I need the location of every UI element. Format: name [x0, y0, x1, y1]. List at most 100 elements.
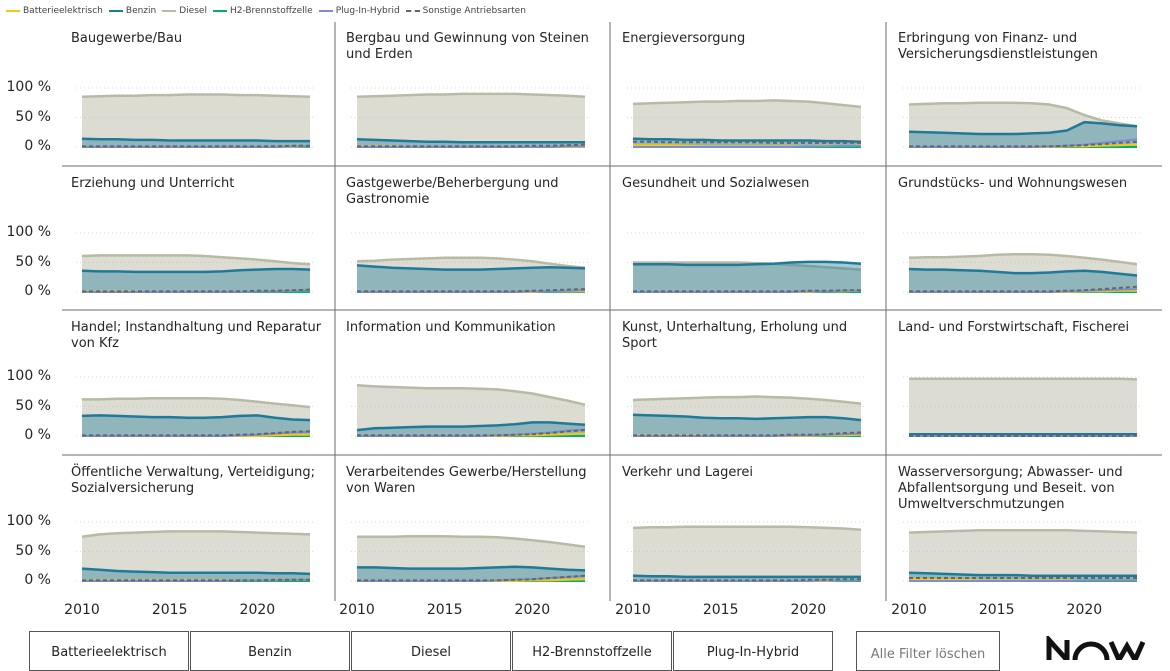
x-tick-label: 2010 — [615, 602, 651, 618]
y-tick-label: 100 % — [6, 79, 51, 95]
series-line-benzin — [81, 267, 311, 274]
panel-chart — [76, 232, 314, 293]
panel-chart — [76, 87, 314, 148]
series-line-benzin — [632, 574, 861, 579]
y-tick-label: 0 % — [24, 283, 51, 299]
panel-title: Handel; Instandhaltung und Reparatur von… — [71, 320, 322, 351]
legend-item[interactable]: Plug-In-Hybrid — [318, 6, 400, 16]
series-line-plug-in-hybrid — [633, 144, 861, 148]
legend-swatch — [108, 10, 123, 12]
series-area-diesel — [633, 100, 861, 147]
series-area-diesel — [909, 530, 1137, 581]
series-line-sonstige-antriebsarten — [82, 144, 310, 148]
legend-swatch — [212, 10, 227, 12]
legend-label: Plug-In-Hybrid — [335, 6, 400, 16]
series-line-benzin — [81, 414, 311, 422]
series-line-sonstige-antriebsarten — [633, 289, 861, 293]
series-area-diesel — [82, 94, 310, 147]
panel-chart — [351, 232, 589, 293]
legend-swatch — [318, 10, 333, 12]
legend-item[interactable]: Sonstige Antriebsarten — [405, 6, 526, 16]
legend-item[interactable]: Benzin — [108, 6, 157, 16]
filter-button[interactable]: H2-Brennstoffzelle — [512, 631, 672, 671]
panel-title: Erziehung und Unterricht — [71, 176, 235, 191]
series-area-diesel — [633, 262, 861, 292]
filter-button[interactable]: Benzin — [190, 631, 350, 671]
panel-title: Land- und Forstwirtschaft, Fischerei — [898, 320, 1130, 335]
series-area-benzin — [82, 415, 310, 436]
legend-swatch — [405, 10, 420, 12]
x-tick-label: 2010 — [339, 602, 375, 618]
series-line-diesel — [908, 252, 1138, 266]
panel-chart — [351, 87, 589, 148]
series-line-sonstige-antriebsarten — [909, 140, 1138, 148]
x-tick-label: 2020 — [514, 602, 551, 618]
series-line-diesel — [632, 395, 862, 405]
panel-title: Verkehr und Lagerei — [622, 465, 753, 480]
series-line-benzin — [357, 565, 586, 572]
panel-title: Verarbeitendes Gewerbe/Herstellung von W… — [346, 465, 587, 496]
series-line-diesel — [633, 261, 862, 271]
series-line-benzin — [81, 567, 311, 576]
series-line-diesel — [356, 92, 586, 99]
y-tick-label: 100 % — [6, 513, 51, 529]
legend-swatch — [162, 10, 177, 12]
now-logo — [1046, 636, 1145, 660]
panel-chart — [627, 376, 865, 437]
series-line-benzin — [356, 138, 585, 144]
series-line-diesel — [909, 377, 1138, 381]
y-tick-label: 100 % — [6, 224, 51, 240]
chart-legend: Batterieelektrisch Benzin Diesel H2-Brennst… — [6, 3, 526, 19]
series-area-diesel — [909, 378, 1137, 436]
drive-type-filter-bar: Batterieelektrisch Benzin Diesel H2-Brennst… — [29, 631, 834, 671]
panel-title: Energieversorgung — [622, 31, 746, 46]
series-line-benzin — [356, 264, 586, 271]
filter-button[interactable]: Batterieelektrisch — [29, 631, 189, 671]
panel-chart — [351, 376, 589, 437]
panel-chart — [351, 521, 589, 582]
series-line-sonstige-antriebsarten — [357, 143, 586, 148]
panel-chart — [627, 232, 865, 293]
series-line-diesel — [81, 254, 311, 266]
series-line-diesel — [356, 256, 586, 270]
x-tick-label: 2015 — [978, 602, 1015, 618]
series-line-benzin — [908, 571, 1137, 577]
panel-chart — [903, 232, 1141, 293]
legend-item[interactable]: Diesel — [162, 6, 207, 16]
legend-label: Sonstige Antriebsarten — [422, 6, 526, 16]
legend-label: Benzin — [125, 6, 157, 16]
panel-chart — [76, 376, 314, 437]
legend-item[interactable]: Batterieelektrisch — [6, 6, 103, 16]
x-tick-label: 2015 — [702, 602, 739, 618]
series-area-benzin — [357, 566, 585, 581]
series-line-plug-in-hybrid — [909, 579, 1137, 582]
series-line-diesel — [82, 396, 311, 409]
x-tick-label: 2020 — [1066, 602, 1103, 618]
series-area-benzin — [357, 265, 585, 292]
legend-item[interactable]: H2-Brennstoffzelle — [212, 6, 313, 16]
panel-title: Bergbau und Gewinnung von Steinen und Er… — [346, 31, 589, 62]
panel-chart — [627, 87, 865, 148]
series-line-diesel — [356, 384, 586, 406]
series-line-benzin — [356, 421, 586, 432]
filter-button[interactable]: Diesel — [351, 631, 511, 671]
x-tick-label: 2010 — [64, 602, 100, 618]
x-tick-label: 2015 — [151, 602, 188, 618]
y-tick-label: 0 % — [24, 572, 51, 588]
panel-chart — [903, 521, 1141, 582]
series-line-sonstige-antriebsarten — [357, 429, 586, 437]
series-line-sonstige-antriebsarten — [357, 288, 586, 293]
panel-chart — [76, 521, 314, 582]
panel-title: Erbringung von Finanz- und Versicherungs… — [898, 31, 1098, 62]
x-tick-label: 2020 — [790, 602, 827, 618]
filter-button[interactable]: Plug-In-Hybrid — [673, 631, 833, 671]
series-line-sonstige-antriebsarten — [909, 285, 1138, 293]
series-area-benzin — [909, 269, 1137, 292]
panel-title: Gesundheit und Sozialwesen — [622, 176, 810, 191]
y-tick-label: 0 % — [24, 138, 51, 154]
clear-filters-button[interactable]: Alle Filter löschen — [856, 631, 1000, 671]
series-line-diesel — [908, 101, 1138, 128]
y-tick-label: 50 % — [15, 253, 51, 270]
panel-title: Baugewerbe/Bau — [71, 31, 183, 46]
